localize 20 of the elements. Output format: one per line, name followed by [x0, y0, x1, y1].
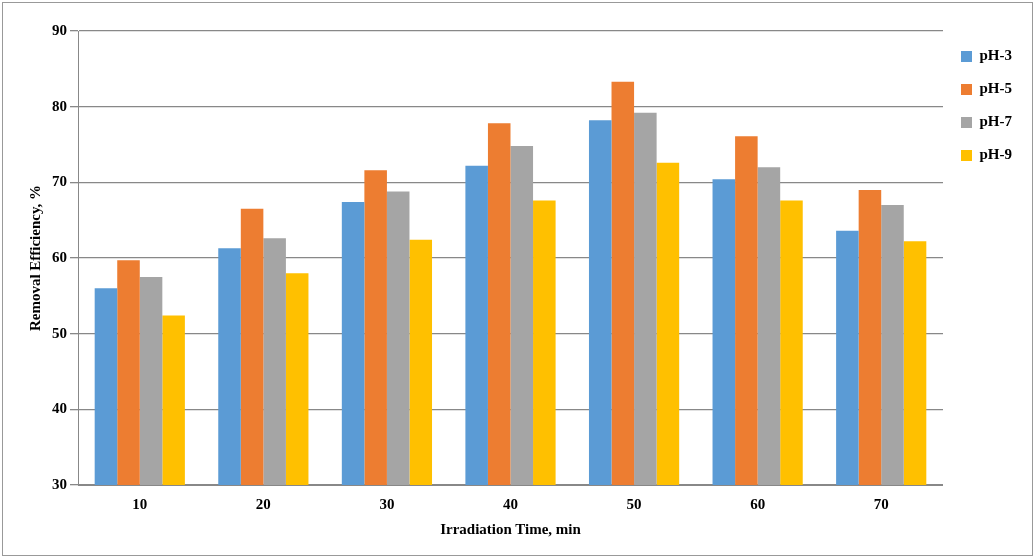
x-tick-label: 60: [750, 495, 766, 512]
y-tick-label: 60: [52, 248, 67, 265]
x-axis-title: Irradiation Time, min: [440, 520, 582, 537]
y-tick-label: 70: [52, 173, 67, 190]
x-tick-label: 30: [379, 495, 395, 512]
y-tick-label: 80: [52, 97, 67, 114]
legend-label: pH-9: [979, 146, 1013, 163]
x-tick-label: 70: [873, 495, 889, 512]
legend-label: pH-3: [979, 47, 1013, 64]
y-tick-label: 50: [52, 324, 67, 341]
y-tick-label: 30: [52, 475, 67, 492]
x-tick-label: 20: [255, 495, 271, 512]
legend-label: pH-5: [979, 80, 1013, 97]
x-tick-label: 50: [626, 495, 642, 512]
x-tick-label: 10: [132, 495, 148, 512]
legend-label: pH-7: [979, 113, 1013, 130]
y-tick-label: 90: [52, 21, 67, 38]
y-tick-label: 40: [52, 400, 67, 417]
y-axis-title: Removal Efficiency, %: [26, 184, 43, 332]
x-tick-label: 40: [503, 495, 518, 512]
